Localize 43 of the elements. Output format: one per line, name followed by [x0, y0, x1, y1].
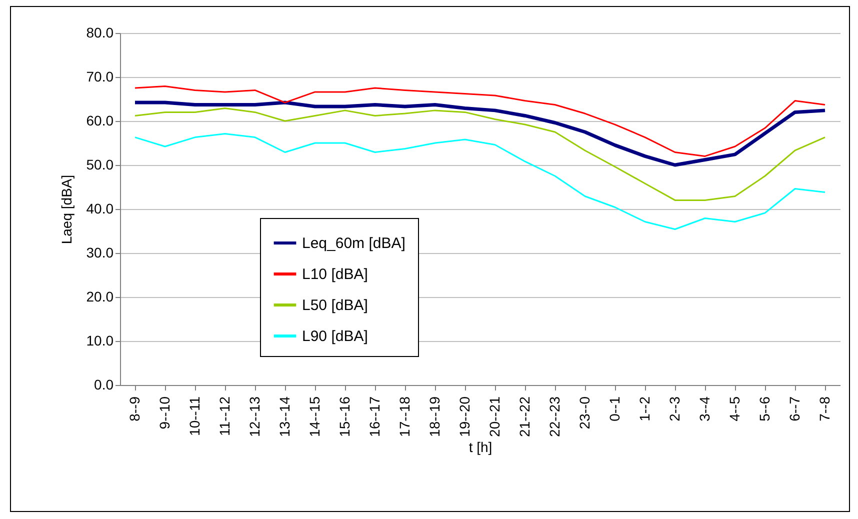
legend-label: Leq_60m [dBA] — [302, 235, 406, 252]
y-tick-label: 70.0 — [86, 68, 114, 84]
x-tick-label: 13--14 — [276, 396, 292, 437]
x-tick-label: 14--15 — [306, 396, 322, 437]
x-tick-label: 12--13 — [246, 396, 262, 437]
x-tick-label: 11--12 — [216, 396, 232, 436]
x-tick-label: 1--2 — [636, 396, 652, 422]
x-tick-label: 3--4 — [696, 396, 712, 422]
y-tick-label: 50.0 — [86, 156, 114, 172]
x-tick-label: 20--21 — [486, 396, 502, 437]
x-tick-label: 8--9 — [126, 396, 142, 422]
x-tick-label: 9--10 — [156, 396, 172, 430]
x-tick-label: 22--23 — [546, 396, 562, 437]
x-tick-label: 21--22 — [516, 396, 532, 437]
x-tick-label: 4--5 — [726, 396, 742, 422]
line-series — [134, 85, 826, 157]
y-tick-label: 20.0 — [86, 288, 114, 304]
x-tick-label: 18--19 — [426, 396, 442, 437]
x-tick-label: 19--20 — [456, 396, 472, 437]
legend-label: L90 [dBA] — [302, 328, 368, 345]
x-tick-label: 10--11 — [186, 396, 202, 436]
x-tick-label: 23--0 — [576, 396, 592, 430]
y-tick-label: 40.0 — [86, 200, 114, 216]
line-series — [133, 100, 827, 167]
x-tick-label: 16--17 — [366, 396, 382, 437]
x-tick-label: 5--6 — [756, 396, 772, 422]
x-tick-label: 7--8 — [816, 396, 832, 422]
line-series — [134, 133, 826, 230]
legend-label: L50 [dBA] — [302, 297, 368, 314]
y-tick-label: 60.0 — [86, 112, 114, 128]
x-axis-title: t [h] — [468, 438, 492, 455]
y-axis-title: Laeq [dBA] — [58, 174, 74, 244]
x-tick-label: 2--3 — [666, 396, 682, 422]
y-tick-label: 30.0 — [86, 244, 114, 260]
x-tick-label: 6--7 — [786, 396, 802, 422]
x-tick-label: 0--1 — [606, 396, 622, 422]
x-tick-label: 17--18 — [396, 396, 412, 437]
y-tick-label: 10.0 — [86, 332, 114, 348]
legend-label: L10 [dBA] — [302, 266, 368, 283]
x-tick-label: 15--16 — [336, 396, 352, 437]
y-tick-label: 80.0 — [86, 24, 114, 40]
y-tick-label: 0.0 — [94, 376, 114, 392]
line-series — [134, 107, 826, 201]
